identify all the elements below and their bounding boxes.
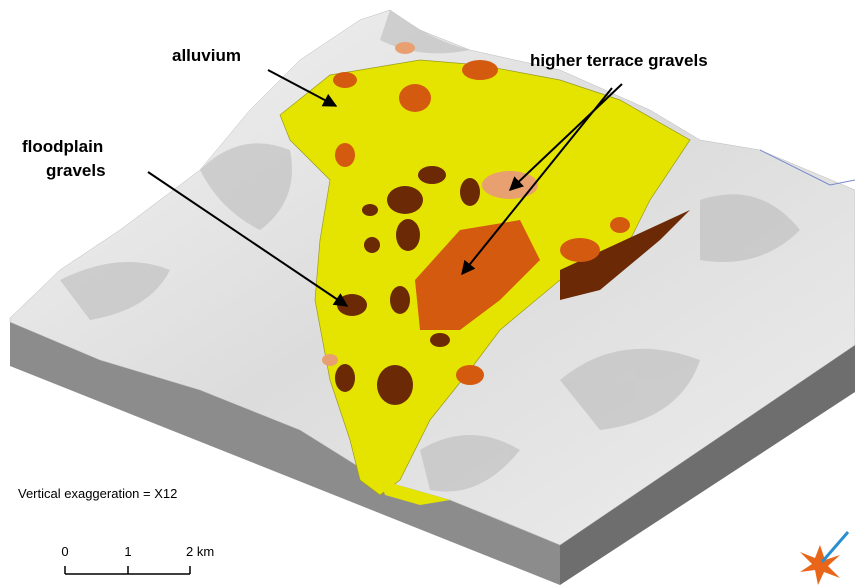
arrow bbox=[267, 69, 338, 107]
arrow bbox=[508, 83, 623, 191]
label: gravels bbox=[46, 161, 106, 180]
note: Vertical exaggeration = X12 bbox=[18, 486, 177, 501]
block-left-face bbox=[10, 322, 560, 585]
arrow bbox=[461, 87, 613, 276]
block-right-face bbox=[560, 345, 855, 585]
scale-label: 2 km bbox=[186, 544, 214, 559]
floodplain-gravels bbox=[335, 166, 690, 405]
river bbox=[759, 149, 855, 186]
label: higher terrace gravels bbox=[530, 51, 708, 70]
label: alluvium bbox=[172, 46, 241, 65]
north-arrow bbox=[800, 531, 850, 585]
scale-label: 0 bbox=[61, 544, 68, 559]
label: floodplain bbox=[22, 137, 103, 156]
higher-terrace-gravels bbox=[333, 60, 630, 385]
scale-bar bbox=[64, 566, 191, 575]
scale-label: 1 bbox=[124, 544, 131, 559]
arrow bbox=[147, 171, 349, 307]
alluvium-side bbox=[380, 480, 450, 505]
